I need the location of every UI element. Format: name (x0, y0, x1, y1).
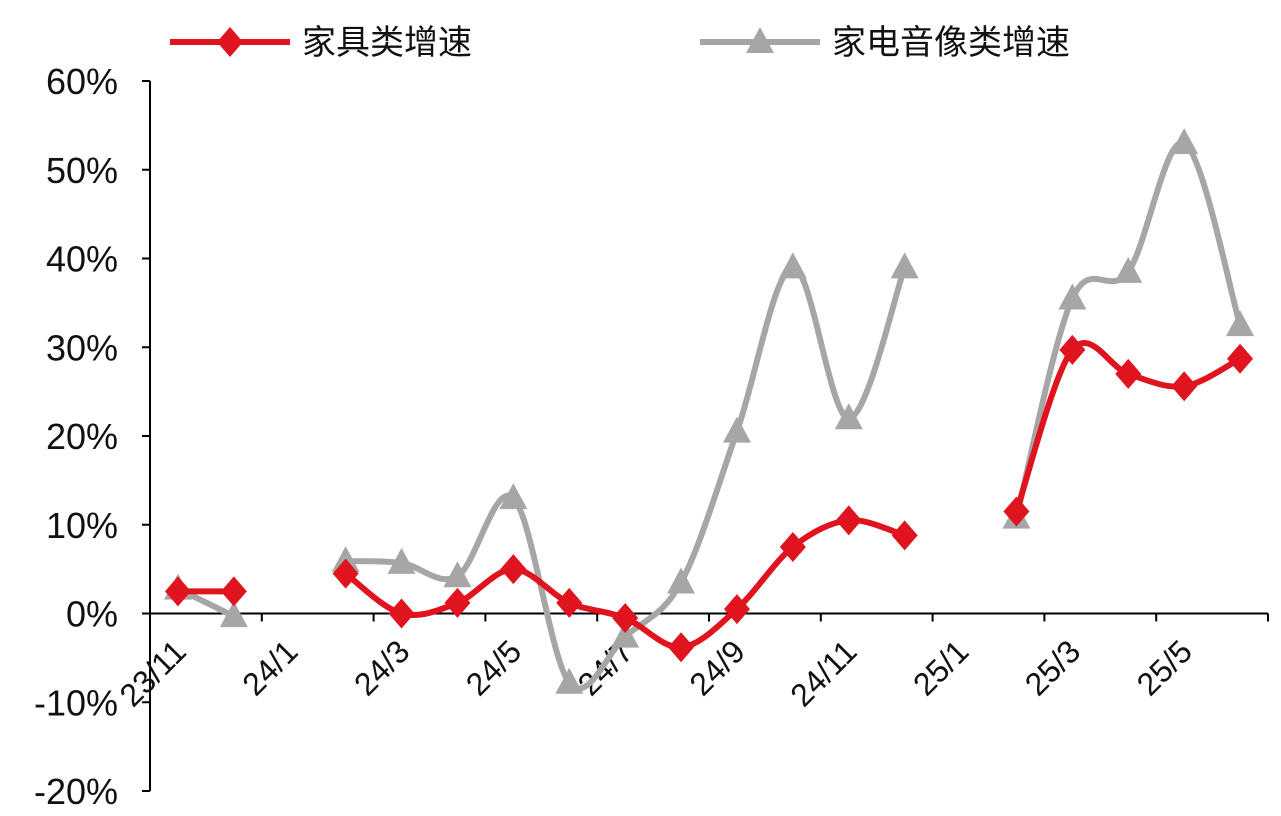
x-tick-label: 25/3 (1018, 633, 1087, 702)
point (444, 587, 471, 618)
legend-label: 家具类增速 (302, 24, 472, 62)
legend-marker (746, 27, 774, 53)
point (500, 554, 527, 585)
y-tick-label: 40% (46, 239, 118, 280)
point (499, 483, 528, 510)
y-tick-label: 60% (46, 61, 118, 102)
x-tick-label: 24/3 (347, 633, 416, 702)
point (387, 547, 416, 574)
y-tick-label: 0% (66, 594, 118, 635)
point (1115, 358, 1142, 389)
y-tick-label: 20% (46, 416, 118, 457)
point (834, 403, 863, 430)
point (1114, 256, 1143, 283)
point (722, 416, 751, 443)
point (332, 558, 359, 589)
point (667, 567, 696, 594)
point (443, 561, 472, 588)
x-tick-label: 23/11 (112, 633, 192, 713)
point (612, 602, 639, 633)
y-tick-label: -20% (34, 771, 118, 812)
point (890, 252, 919, 279)
x-tick-label: 24/11 (783, 633, 863, 713)
point (164, 576, 191, 607)
point (556, 587, 583, 618)
y-tick-label: 30% (46, 327, 118, 368)
point (1226, 310, 1255, 337)
y-tick-label: 50% (46, 150, 118, 191)
point (723, 594, 750, 625)
x-tick-label: 24/1 (235, 633, 304, 702)
point (611, 621, 640, 648)
point (1171, 371, 1198, 402)
x-tick-label: 25/5 (1130, 633, 1199, 702)
point (1227, 343, 1254, 374)
point (835, 505, 862, 536)
point (388, 598, 415, 629)
point (668, 632, 695, 663)
y-tick-label: -10% (34, 682, 118, 723)
legend-marker (217, 27, 243, 57)
point (555, 667, 584, 694)
point (1059, 334, 1086, 365)
point (1058, 283, 1087, 310)
y-tick-label: 10% (46, 505, 118, 546)
legend-label: 家电音像类增速 (832, 24, 1070, 62)
point (219, 601, 248, 628)
point (891, 520, 918, 551)
point (779, 531, 806, 562)
point (220, 576, 247, 607)
x-tick-label: 24/5 (459, 633, 528, 702)
point (778, 252, 807, 279)
point (1170, 128, 1199, 155)
series-line (342, 264, 908, 692)
x-tick-label: 25/1 (906, 633, 975, 702)
point (1003, 496, 1030, 527)
series-line (1013, 140, 1244, 521)
